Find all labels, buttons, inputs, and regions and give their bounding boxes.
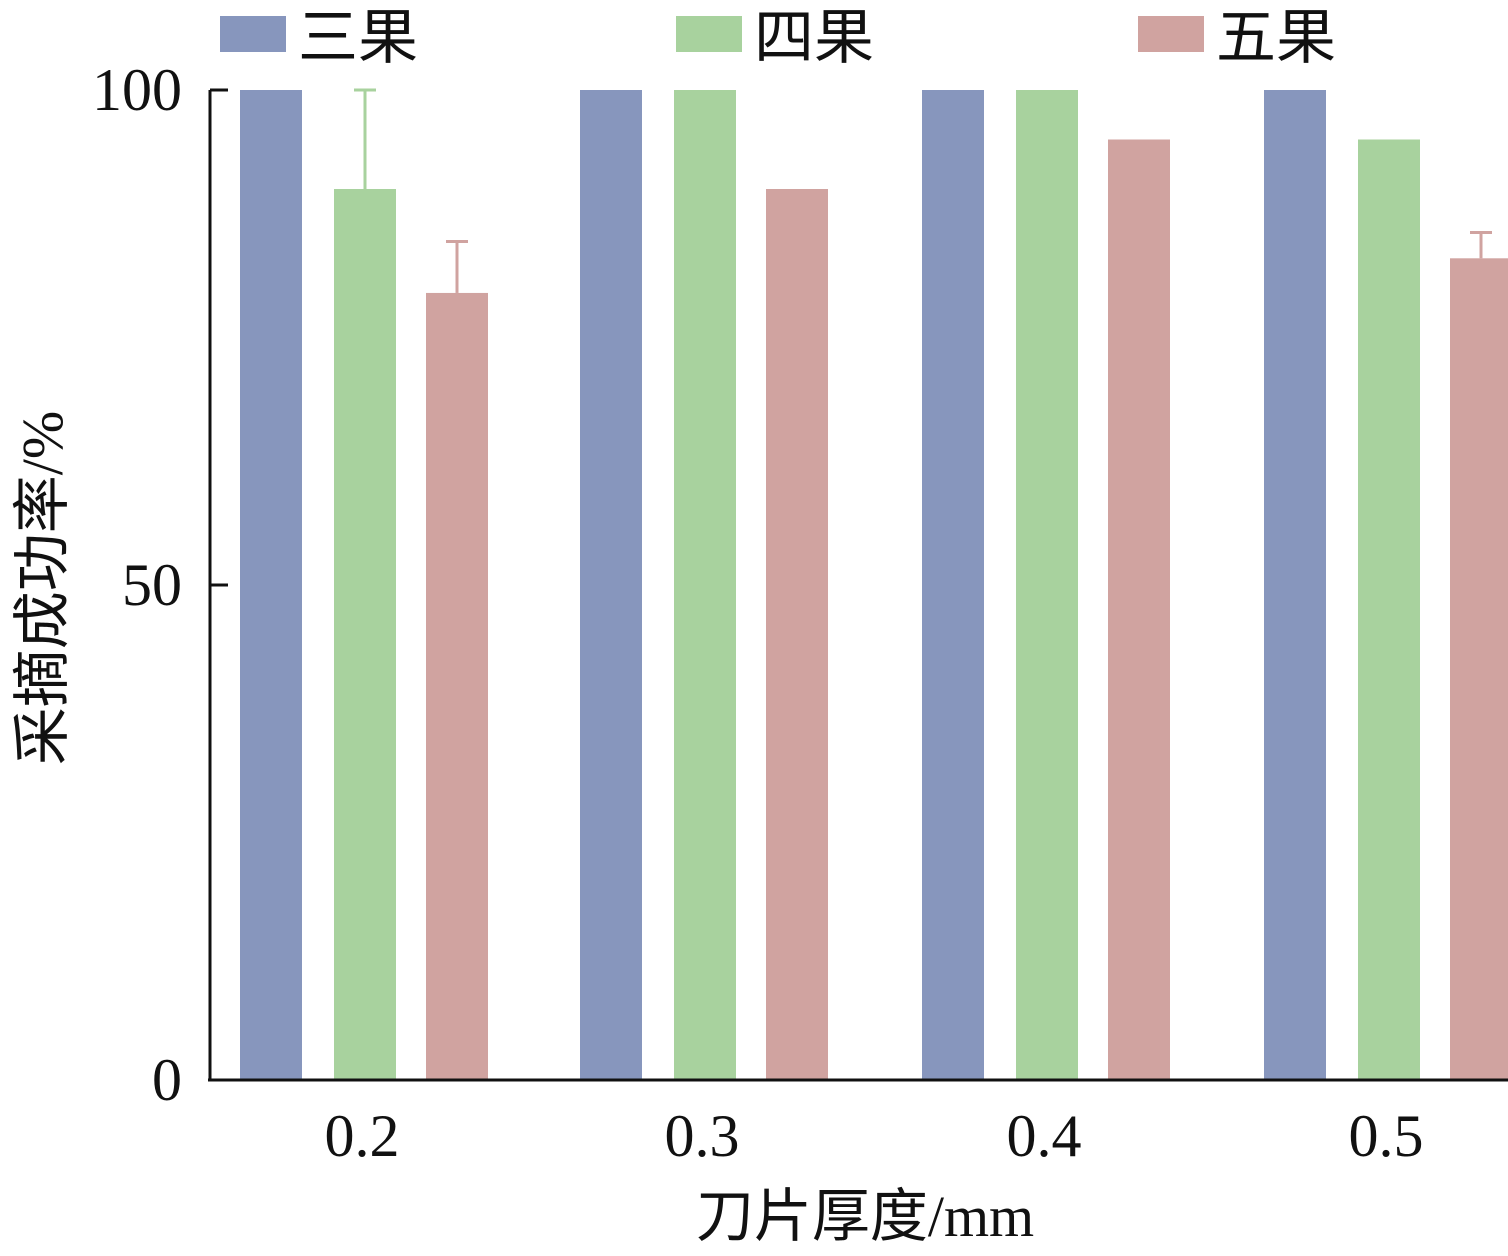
- bar-0.2-series-1: [240, 90, 302, 1080]
- legend-swatch-series-3: [1138, 16, 1204, 52]
- y-tick-label-0: 0: [152, 1047, 182, 1113]
- legend-label-series-1: 三果: [298, 5, 418, 71]
- x-axis-title: 刀片厚度/mm: [696, 1184, 1034, 1249]
- legend-label-series-2: 四果: [754, 5, 874, 71]
- legend-swatch-series-1: [220, 16, 286, 52]
- bar-0.3-series-3: [766, 189, 828, 1080]
- bar-0.4-series-2: [1016, 90, 1078, 1080]
- bar-0.3-series-2: [674, 90, 736, 1080]
- legend: 三果 四果 五果: [220, 5, 1336, 71]
- y-axis-title: 采摘成功率/%: [10, 411, 75, 765]
- x-tick-label-0.3: 0.3: [665, 1103, 740, 1169]
- bars-group: [240, 90, 1508, 1080]
- x-tick-label-0.4: 0.4: [1007, 1103, 1082, 1169]
- legend-label-series-3: 五果: [1216, 5, 1336, 71]
- legend-swatch-series-2: [676, 16, 742, 52]
- y-ticks: 0 50 100: [92, 57, 228, 1113]
- y-tick-label-50: 50: [122, 552, 182, 618]
- bar-0.5-series-3: [1450, 258, 1508, 1080]
- x-tick-label-0.2: 0.2: [325, 1103, 400, 1169]
- bar-0.2-series-3: [426, 292, 488, 1080]
- bar-0.5-series-1: [1264, 90, 1326, 1080]
- bar-0.2-series-2: [334, 189, 396, 1080]
- x-tick-labels: 0.2 0.3 0.4 0.5: [325, 1103, 1424, 1169]
- bar-0.3-series-1: [580, 90, 642, 1080]
- bar-0.5-series-2: [1358, 139, 1420, 1080]
- error-bars-group: [354, 88, 1492, 293]
- y-tick-label-100: 100: [92, 57, 182, 123]
- x-tick-label-0.5: 0.5: [1349, 1103, 1424, 1169]
- bar-0.4-series-3: [1108, 139, 1170, 1080]
- bar-0.4-series-1: [922, 90, 984, 1080]
